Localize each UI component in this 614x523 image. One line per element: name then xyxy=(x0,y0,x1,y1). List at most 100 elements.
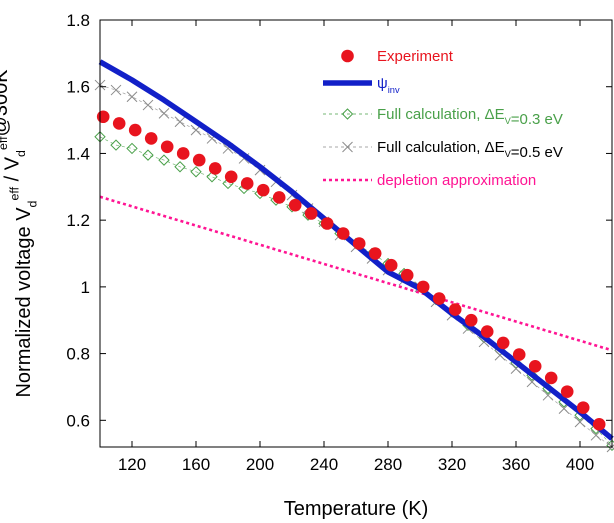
data-point-experiment xyxy=(496,336,510,350)
data-point-experiment xyxy=(448,303,462,316)
data-point-experiment xyxy=(368,247,382,260)
data-point-experiment xyxy=(560,385,574,398)
data-point-experiment xyxy=(176,147,190,160)
label-part: @300K xyxy=(0,69,12,137)
x-tick-label: 160 xyxy=(182,455,210,474)
data-point-experiment xyxy=(416,280,430,294)
series-layer xyxy=(94,59,614,453)
x-tick-label: 400 xyxy=(566,455,594,474)
data-point-experiment xyxy=(544,371,558,385)
axis-ticks: 120 160 200 240 280 320 360 400 0.6 0.8 1 1.2 1.4 1.6… xyxy=(66,11,612,474)
series-depletion xyxy=(99,195,613,352)
data-point-full03 xyxy=(190,166,202,178)
data-point-experiment xyxy=(464,313,478,327)
data-point-experiment xyxy=(512,348,526,361)
legend-swatch-full05 xyxy=(342,141,353,153)
cross-stroke xyxy=(158,108,170,119)
y-tick-label: 1.6 xyxy=(66,78,90,97)
x-axis-label: Temperature (K) xyxy=(284,498,429,520)
data-point-full03 xyxy=(206,171,218,183)
data-point-experiment xyxy=(256,183,270,197)
cross-stroke xyxy=(174,116,186,128)
x-tick-label: 280 xyxy=(374,455,402,474)
data-point-experiment xyxy=(352,237,366,250)
data-point-experiment xyxy=(304,207,318,220)
label-part: d xyxy=(14,150,28,157)
label-part: Experiment xyxy=(377,48,454,65)
x-tick-label: 320 xyxy=(438,455,466,474)
legend-entry-full05: Full calculation, ΔEV=0.5 eV xyxy=(323,139,563,161)
cross-stroke xyxy=(342,141,353,153)
legend-entry-psi: ψinv xyxy=(323,75,400,95)
data-point-experiment xyxy=(160,140,174,154)
y-tick-label: 0.6 xyxy=(66,411,90,430)
series-line-depletion xyxy=(99,195,613,352)
data-point-full03 xyxy=(110,139,122,151)
legend-label-full05: Full calculation, ΔEV=0.5 eV xyxy=(377,139,563,161)
data-point-full05 xyxy=(110,84,122,96)
data-point-experiment xyxy=(208,162,222,175)
label-part: =0.5 eV xyxy=(511,144,563,161)
data-point-experiment xyxy=(224,170,238,184)
data-point-full05 xyxy=(158,108,170,119)
y-tick-label: 1.4 xyxy=(66,144,90,163)
legend-label-psi: ψinv xyxy=(377,75,400,95)
legend-swatch-experiment xyxy=(341,49,354,63)
label-part: Full calculation, ΔE xyxy=(377,139,505,156)
data-point-full05 xyxy=(574,416,586,428)
data-point-full05 xyxy=(174,116,186,128)
series-experiment xyxy=(96,110,606,431)
legend-entry-experiment: Experiment xyxy=(341,48,454,65)
data-point-full05 xyxy=(126,91,138,103)
data-point-full05 xyxy=(590,429,602,441)
label-part: d xyxy=(25,200,39,207)
label-part: inv xyxy=(388,85,400,95)
x-tick-label: 360 xyxy=(502,455,530,474)
legend-swatch-full03 xyxy=(341,108,354,120)
y-tick-label: 1.2 xyxy=(66,211,90,230)
label-part: eff xyxy=(0,136,10,150)
label-part: Full calculation, ΔE xyxy=(377,106,505,123)
data-point-experiment xyxy=(320,217,334,230)
legend-entry-depletion: depletion approximation xyxy=(323,172,536,189)
x-tick-label: 200 xyxy=(246,455,274,474)
data-point-experiment xyxy=(528,359,542,373)
label-part: depletion approximation xyxy=(377,172,536,189)
cross-stroke xyxy=(574,416,586,428)
data-point-experiment xyxy=(192,153,206,167)
label-part: V xyxy=(505,149,512,159)
data-point-full03 xyxy=(158,154,170,166)
cross-stroke xyxy=(590,429,602,441)
data-point-full05 xyxy=(142,99,154,111)
y-tick-label: 0.8 xyxy=(66,345,90,364)
label-part: / V xyxy=(1,156,23,187)
legend-entry-full03: Full calculation, ΔEV=0.3 eV xyxy=(323,106,563,128)
data-point-experiment xyxy=(272,191,286,204)
label-part: eff xyxy=(7,186,21,200)
y-tick-label: 1 xyxy=(81,278,90,297)
x-tick-label: 120 xyxy=(118,455,146,474)
y-axis-label: Normalized voltage Vdeff / Vdeff@300K xyxy=(0,69,39,398)
legend-label-depletion: depletion approximation xyxy=(377,172,536,189)
label-part: =0.3 eV xyxy=(511,111,563,128)
data-point-experiment xyxy=(432,292,446,305)
cross-stroke xyxy=(110,84,122,96)
data-point-experiment xyxy=(96,110,110,124)
label-part: V xyxy=(505,116,512,126)
data-point-experiment xyxy=(144,132,158,145)
label-part: Normalized voltage V xyxy=(13,207,35,398)
data-point-experiment xyxy=(384,258,398,272)
plot-frame xyxy=(99,19,613,448)
data-point-experiment xyxy=(336,227,350,240)
y-tick-label: 1.8 xyxy=(66,11,90,30)
data-point-full03 xyxy=(142,149,154,161)
data-point-experiment xyxy=(240,177,254,190)
legend-label-experiment: Experiment xyxy=(377,48,454,65)
cross-stroke xyxy=(142,99,154,111)
label-part: ψ xyxy=(377,75,388,92)
data-point-experiment xyxy=(592,418,606,431)
data-point-experiment xyxy=(480,325,494,338)
